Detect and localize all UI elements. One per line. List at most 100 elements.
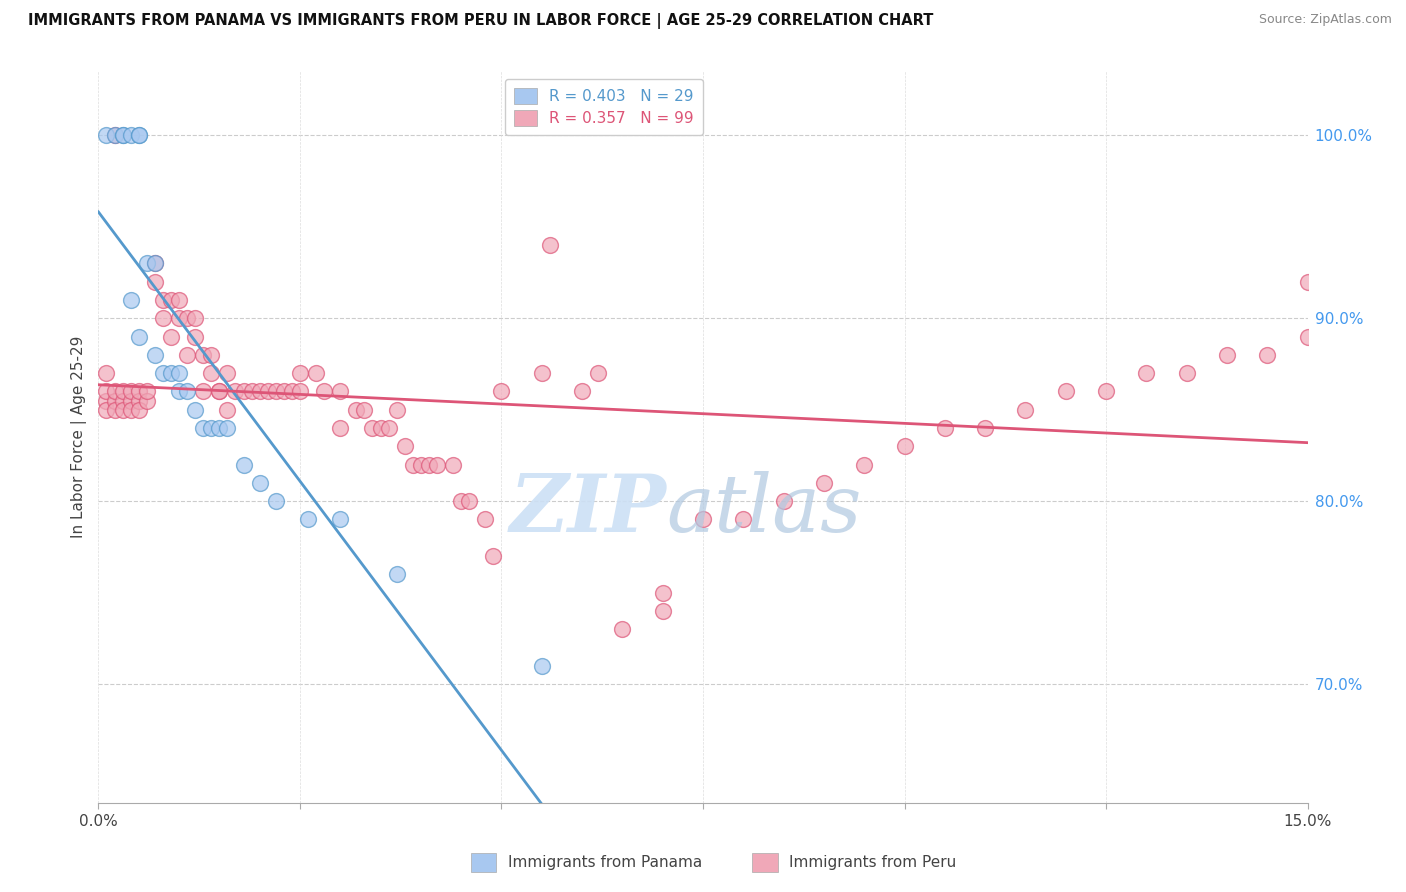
Point (152, 366, 174, 380)
Point (120, 384, 142, 399)
Point (176, 311, 198, 326)
Point (772, 494, 794, 508)
Point (167, 366, 190, 380)
Point (111, 402, 134, 417)
Point (458, 494, 481, 508)
Point (586, 366, 609, 380)
Text: atlas: atlas (666, 472, 862, 549)
Point (96, 366, 118, 380)
Legend: R = 0.403   N = 29, R = 0.357   N = 99: R = 0.403 N = 29, R = 0.357 N = 99 (505, 79, 703, 136)
Point (893, 439, 915, 453)
Point (128, 128, 150, 143)
Point (232, 458, 254, 472)
Point (530, 366, 553, 380)
Point (167, 384, 190, 399)
Point (193, 384, 215, 399)
Point (491, 384, 513, 399)
Point (288, 384, 311, 399)
Text: ZIP: ZIP (510, 472, 666, 549)
Text: Immigrants from Peru: Immigrants from Peru (789, 855, 956, 870)
Point (418, 458, 440, 472)
Point (361, 421, 384, 435)
Point (249, 475, 271, 490)
Point (96, 128, 118, 143)
Point (200, 348, 222, 362)
Point (934, 421, 956, 435)
Point (612, 622, 634, 636)
Y-axis label: In Labor Force | Age 25-29: In Labor Force | Age 25-29 (72, 336, 87, 538)
Point (128, 329, 150, 343)
Point (314, 384, 336, 399)
Point (651, 604, 673, 618)
Point (120, 128, 142, 143)
Point (232, 384, 254, 399)
Text: Immigrants from Panama: Immigrants from Panama (508, 855, 702, 870)
Point (1175, 366, 1198, 380)
Point (120, 293, 142, 307)
Point (426, 458, 449, 472)
Point (160, 293, 183, 307)
Point (217, 421, 239, 435)
Point (128, 402, 150, 417)
Point (1256, 348, 1278, 362)
Point (344, 402, 367, 417)
Point (143, 256, 166, 270)
Point (273, 384, 295, 399)
Point (692, 512, 714, 526)
Point (160, 329, 183, 343)
Point (353, 402, 375, 417)
Point (217, 402, 239, 417)
Point (135, 393, 157, 408)
Point (240, 384, 263, 399)
Point (96, 402, 118, 417)
Point (176, 348, 198, 362)
Point (128, 393, 150, 408)
Point (974, 421, 997, 435)
Point (96, 393, 118, 408)
Point (200, 366, 222, 380)
Point (1095, 384, 1118, 399)
Point (128, 128, 150, 143)
Point (111, 128, 134, 143)
Point (394, 439, 416, 453)
Point (370, 421, 392, 435)
Point (103, 128, 125, 143)
Point (377, 421, 399, 435)
Point (208, 384, 231, 399)
Point (143, 348, 166, 362)
Point (167, 293, 190, 307)
Point (143, 256, 166, 270)
Point (409, 458, 432, 472)
Point (208, 421, 231, 435)
Point (111, 393, 134, 408)
Point (143, 275, 166, 289)
Point (184, 402, 207, 417)
Point (281, 384, 304, 399)
Point (474, 512, 496, 526)
Point (1014, 402, 1036, 417)
Point (482, 549, 505, 563)
Point (160, 366, 183, 380)
Point (208, 384, 231, 399)
Point (297, 512, 319, 526)
Point (249, 384, 271, 399)
Point (329, 421, 352, 435)
Point (288, 366, 311, 380)
Text: IMMIGRANTS FROM PANAMA VS IMMIGRANTS FROM PERU IN LABOR FORCE | AGE 25-29 CORREL: IMMIGRANTS FROM PANAMA VS IMMIGRANTS FRO… (28, 13, 934, 29)
Point (135, 256, 157, 270)
Point (111, 384, 134, 399)
Point (120, 393, 142, 408)
Point (128, 384, 150, 399)
Point (152, 293, 174, 307)
Point (264, 384, 287, 399)
Point (1054, 384, 1077, 399)
Point (152, 311, 174, 326)
Point (813, 475, 835, 490)
Point (651, 585, 673, 599)
Point (385, 567, 408, 582)
Point (402, 458, 425, 472)
Point (305, 366, 328, 380)
Point (733, 512, 755, 526)
Point (329, 384, 352, 399)
Point (538, 238, 561, 252)
